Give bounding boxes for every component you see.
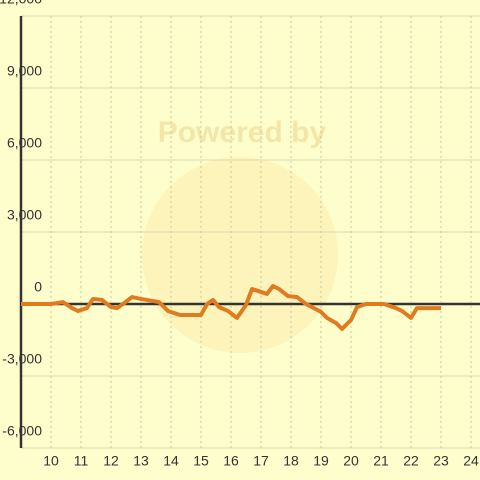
x-tick-label: 19 [313, 453, 329, 469]
y-tick-label: 9,000 [7, 63, 42, 79]
x-tick-label: 23 [433, 453, 449, 469]
x-tick-label: 22 [403, 453, 419, 469]
y-tick-label: 12,000 [0, 0, 42, 7]
y-tick-label: -3,000 [2, 351, 42, 367]
y-tick-label: 0 [34, 279, 42, 295]
x-tick-label: 13 [133, 453, 149, 469]
line [21, 284, 441, 331]
x-tick-label: 16 [223, 453, 239, 469]
x-tick-label: 21 [373, 453, 389, 469]
x-tick-label: 15 [193, 453, 209, 469]
x-tick-label: 24 [463, 453, 479, 469]
x-tick-label: 17 [253, 453, 269, 469]
y-tick-label: -6,000 [2, 423, 42, 439]
watermark: Powered by [158, 116, 327, 149]
x-tick-label: 18 [283, 453, 299, 469]
x-tick-label: 14 [163, 453, 179, 469]
x-tick-label: 11 [74, 453, 89, 469]
x-tick-label: 10 [43, 453, 59, 469]
y-tick-label: 6,000 [7, 135, 42, 151]
x-tick-label: 20 [343, 453, 359, 469]
y-tick-label: 3,000 [7, 207, 42, 223]
x-tick-label: 12 [103, 453, 119, 469]
